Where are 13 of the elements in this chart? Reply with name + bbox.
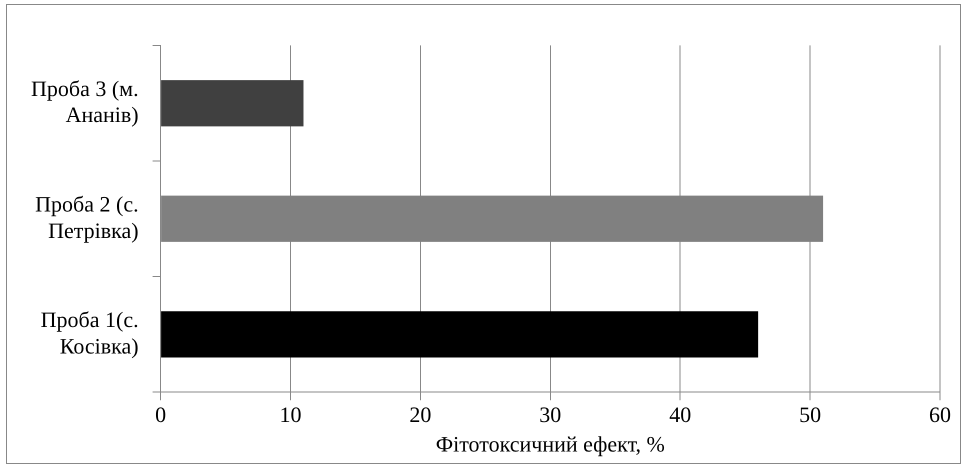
x-tick-label: 10 [279, 402, 302, 428]
x-tick-label: 60 [929, 402, 951, 428]
x-tick-label: 0 [155, 402, 166, 428]
x-tick-label: 30 [539, 402, 562, 428]
x-tick-label: 50 [799, 402, 822, 428]
y-tick-label: Проба 3 (м. Ананів) [31, 76, 139, 128]
y-tick-label: Проба 2 (с. Петрівка) [35, 191, 139, 243]
x-tick-label: 20 [409, 402, 432, 428]
x-axis-title: Фітотоксичний ефект, % [436, 432, 665, 457]
bar [161, 311, 758, 358]
bar [161, 80, 304, 126]
x-tick-label: 40 [669, 402, 692, 428]
y-tick-label: Проба 1(с. Косівка) [40, 306, 139, 358]
